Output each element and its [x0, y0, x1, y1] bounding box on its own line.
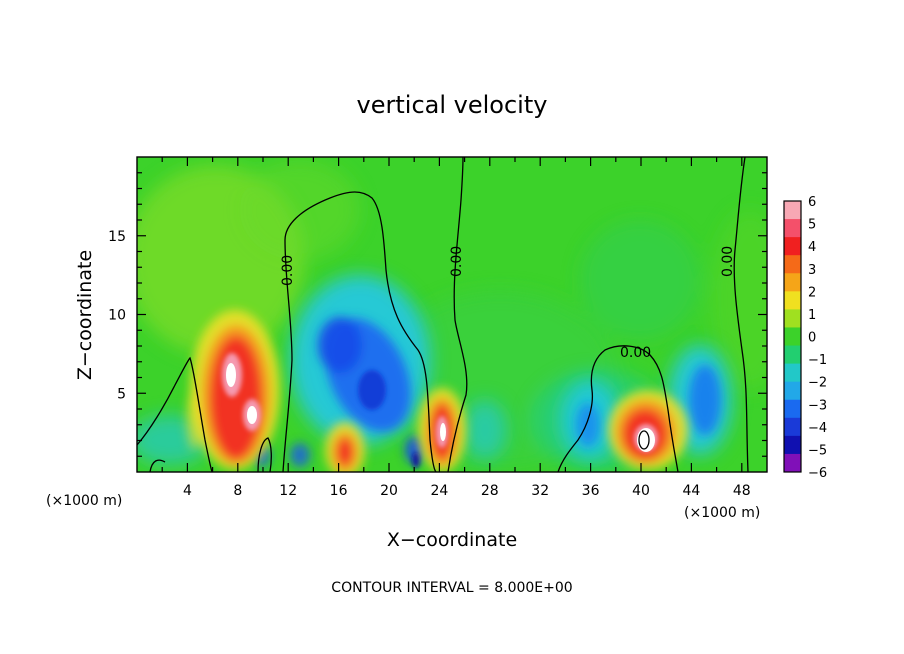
colorbar-swatch	[784, 453, 801, 473]
x-tick-label: 24	[430, 483, 448, 499]
y-tick-label: 15	[108, 229, 126, 245]
colorbar-swatch	[784, 345, 801, 365]
x-unit-left: (×1000 m)	[46, 493, 122, 509]
y-tick-label: 5	[117, 386, 126, 402]
contour-label-1: 0.00	[280, 255, 296, 286]
colorbar-swatch	[784, 201, 801, 220]
x-tick-label: 20	[380, 483, 398, 499]
zero-contours	[137, 157, 749, 472]
chart-title: vertical velocity	[357, 91, 548, 119]
heatmap-field	[137, 157, 767, 472]
y-axis-label: Z−coordinate	[74, 250, 96, 380]
x-tick-label: 40	[632, 483, 650, 499]
colorbar-swatch	[784, 237, 801, 256]
colorbar-label: 5	[808, 218, 816, 233]
colorbar-label: −2	[808, 376, 827, 391]
x-tick-label: 28	[481, 483, 499, 499]
contour-interval-note: CONTOUR INTERVAL = 8.000E+00	[331, 580, 572, 596]
x-tick-label: 32	[531, 483, 549, 499]
x-tick-label: 12	[279, 483, 297, 499]
x-axis-label: X−coordinate	[387, 529, 517, 551]
x-tick-label: 48	[733, 483, 751, 499]
x-tick-label: 44	[682, 483, 700, 499]
contour-label-4: 0.00	[720, 246, 736, 277]
colorbar-swatch	[784, 291, 801, 310]
colorbar-swatch	[784, 363, 801, 383]
x-tick-label: 36	[582, 483, 600, 499]
colorbar-label: −1	[808, 353, 827, 368]
colorbar-label: −3	[808, 398, 827, 413]
colorbar-swatch	[784, 327, 801, 347]
colorbar-swatch	[784, 309, 801, 328]
y-tick-label: 10	[108, 308, 126, 324]
colorbar: 6 5 4 3 2 1 0 −1 −2 −3 −4 −5 −6	[783, 195, 827, 481]
colorbar-swatch	[784, 417, 801, 437]
y-axis: 5 10 15	[108, 172, 767, 457]
colorbar-label: −4	[808, 421, 827, 436]
colorbar-swatch	[784, 255, 801, 274]
colorbar-label: 1	[808, 308, 816, 323]
colorbar-frame	[783, 200, 802, 473]
contour-label-2: 0.00	[449, 246, 465, 277]
colorbar-label: 0	[808, 331, 816, 346]
contour-label-3: 0.00	[620, 345, 651, 361]
colorbar-swatch	[784, 399, 801, 419]
x-tick-label: 16	[330, 483, 348, 499]
colorbar-swatch	[784, 273, 801, 292]
colorbar-label: −5	[808, 443, 827, 458]
colorbar-swatch	[784, 435, 801, 455]
colorbar-label: 2	[808, 285, 816, 300]
colorbar-label: −6	[808, 466, 827, 481]
colorbar-label: 3	[808, 263, 816, 278]
x-tick-label: 8	[233, 483, 242, 499]
colorbar-swatch	[784, 219, 801, 238]
x-tick-label: 4	[183, 483, 192, 499]
x-unit-right: (×1000 m)	[684, 505, 760, 521]
x-axis: 4 8 12 16 20 24 28 32 36 40 44 48	[161, 157, 751, 499]
colorbar-label: 4	[808, 240, 816, 255]
colorbar-swatch	[784, 381, 801, 401]
colorbar-label: 6	[808, 195, 816, 210]
